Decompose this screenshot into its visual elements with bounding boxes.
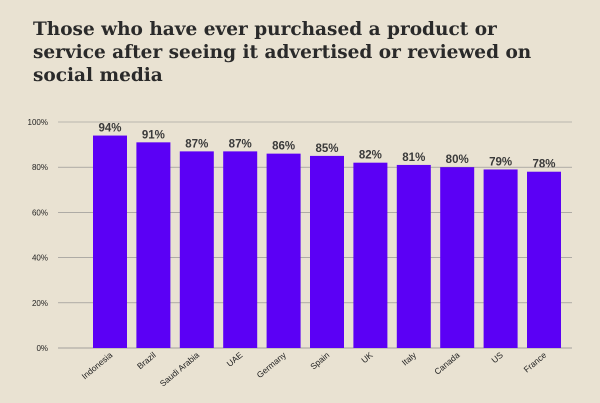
category-label: Germany <box>255 349 289 380</box>
y-tick-label: 60% <box>32 208 48 217</box>
data-label: 87% <box>229 138 252 150</box>
bars <box>93 135 561 348</box>
category-label: Brazil <box>135 350 158 371</box>
category-label: Spain <box>308 350 331 372</box>
bar <box>483 169 518 348</box>
bar <box>310 155 344 348</box>
data-label: 87% <box>185 138 208 150</box>
data-label: 91% <box>142 129 165 141</box>
y-tick-label: 0% <box>36 344 48 353</box>
bar <box>527 171 561 348</box>
chart-title: Those who have ever purchased a product … <box>33 19 532 86</box>
x-axis-category-labels: Indonesia Brazil Saudi Arabia UAE Germany Spa… <box>80 349 549 388</box>
category-label: Canada <box>432 350 461 377</box>
bar <box>266 153 301 348</box>
category-label: UK <box>359 350 375 365</box>
y-tick-label: 40% <box>32 254 48 263</box>
data-label: 82% <box>359 150 382 162</box>
data-labels: 94% 91% 87% 87% 86% 85% 82% 81% 80% 79% 78% <box>98 123 555 171</box>
data-label: 86% <box>272 141 295 153</box>
y-tick-label: 100% <box>28 118 48 127</box>
data-label: 78% <box>532 159 555 171</box>
category-label: Indonesia <box>80 350 115 382</box>
bar <box>223 151 258 348</box>
bar <box>440 167 475 348</box>
bar <box>396 164 431 348</box>
category-label: Saudi Arabia <box>158 350 202 389</box>
y-tick-label: 20% <box>32 299 48 308</box>
data-label: 79% <box>489 156 512 168</box>
category-label: UAE <box>225 350 245 369</box>
bar <box>179 151 214 348</box>
data-label: 94% <box>98 123 121 135</box>
category-label: France <box>522 350 549 375</box>
data-label: 81% <box>402 152 425 164</box>
category-label: US <box>489 350 505 365</box>
category-label: Italy <box>400 349 419 367</box>
y-tick-label: 80% <box>32 163 48 172</box>
bar <box>93 135 127 348</box>
bar <box>136 142 171 348</box>
data-label: 85% <box>315 143 338 155</box>
data-label: 80% <box>446 154 469 166</box>
bar <box>353 162 388 348</box>
y-axis-tick-labels: 0% 20% 40% 60% 80% 100% <box>28 118 48 353</box>
